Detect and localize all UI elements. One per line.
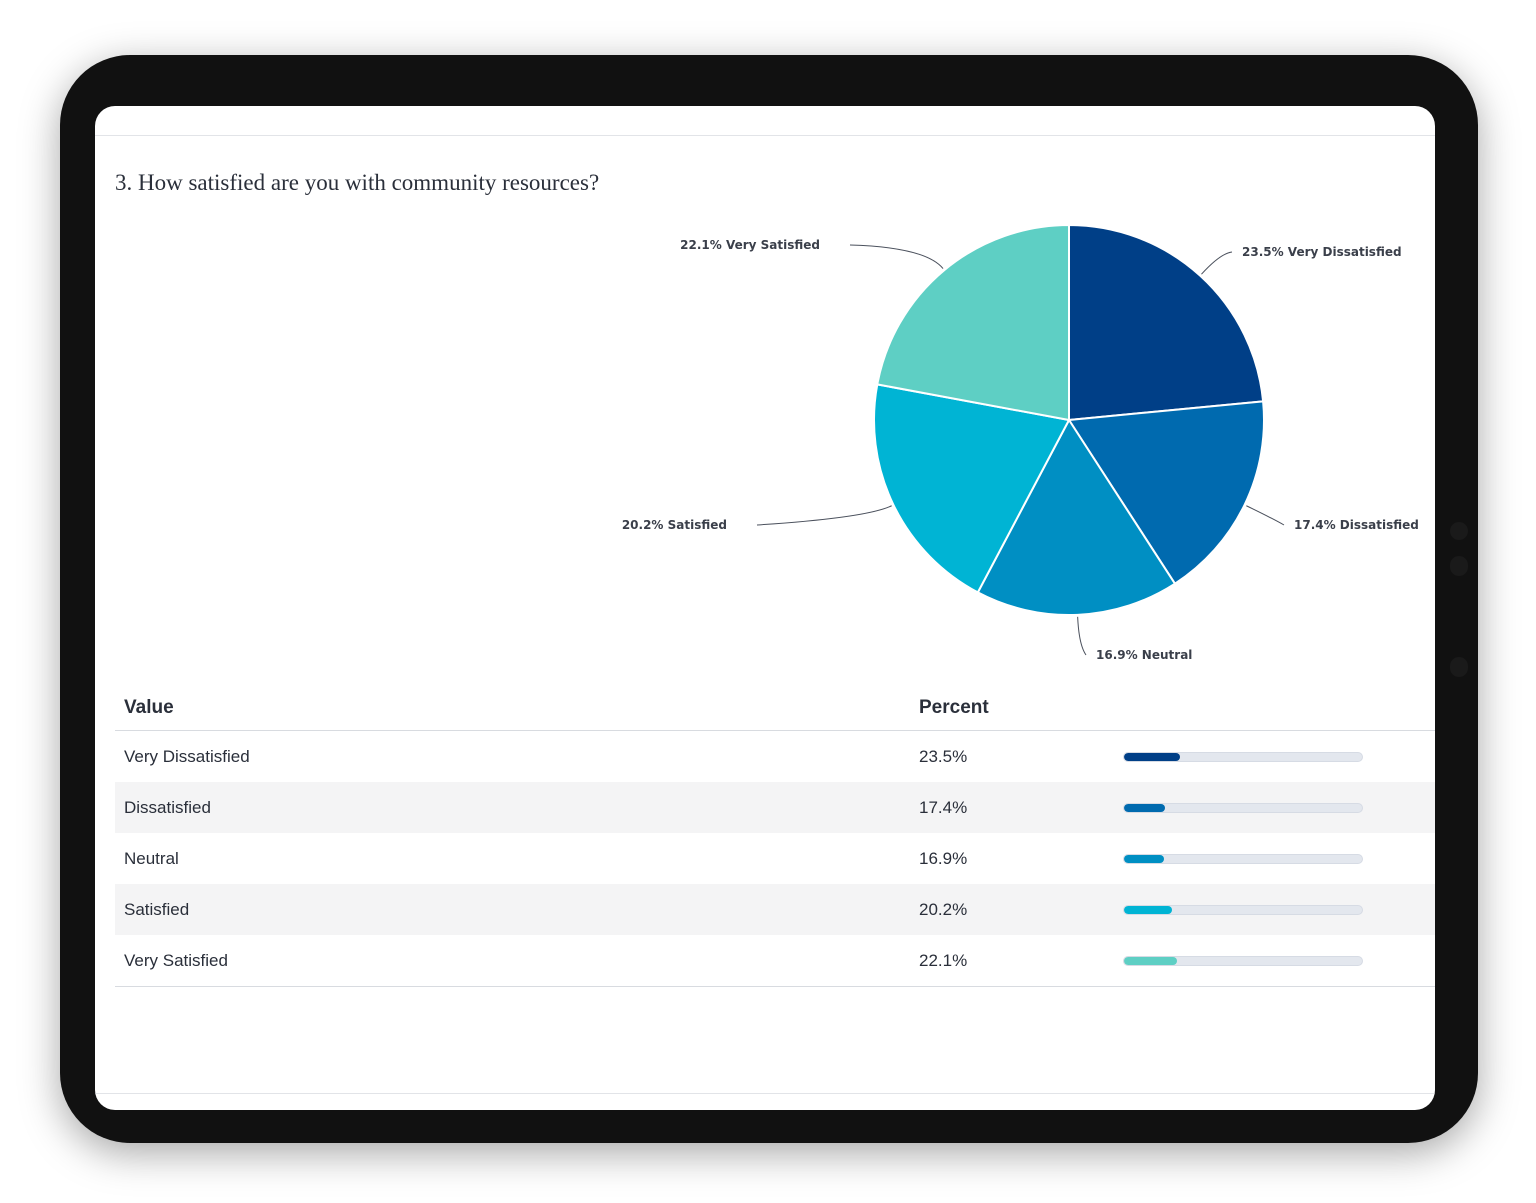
progress-fill: [1124, 956, 1177, 965]
results-table: Value Percent Very Dissatisfied 23.5% Di…: [115, 686, 1435, 987]
row-bar-cell: [1114, 833, 1435, 884]
row-bar-cell: [1114, 782, 1435, 833]
slice-label: 17.4% Dissatisfied: [1294, 518, 1419, 532]
progress-bar: [1123, 853, 1363, 864]
table-row: Very Dissatisfied 23.5%: [115, 731, 1435, 783]
progress-fill: [1124, 854, 1165, 863]
leader-line: [849, 244, 944, 269]
row-bar-cell: [1114, 884, 1435, 935]
divider: [95, 135, 1435, 136]
row-percent: 20.2%: [910, 884, 1114, 935]
row-percent: 22.1%: [910, 935, 1114, 987]
device-button: [1450, 657, 1468, 677]
slice-label: 22.1% Very Satisfied: [680, 238, 820, 252]
pie-slice-very-dissatisfied[interactable]: [1068, 223, 1265, 422]
progress-bar: [1123, 955, 1363, 966]
row-percent: 16.9%: [919, 848, 968, 868]
row-bar-cell: [1114, 731, 1435, 783]
pie-slice-dissatisfied[interactable]: [1067, 400, 1265, 586]
table-row: Very Satisfied 22.1%: [115, 935, 1435, 987]
progress-fill: [1124, 803, 1166, 812]
question-title: 3. How satisfied are you with community …: [115, 170, 600, 195]
progress-bar: [1123, 751, 1363, 762]
pie-slice-neutral[interactable]: [976, 418, 1177, 616]
progress-fill: [1124, 752, 1180, 761]
row-value: Very Dissatisfied: [124, 746, 250, 766]
row-value: Neutral: [124, 848, 179, 868]
row-bar-cell: [1114, 935, 1435, 987]
progress-bar: [1123, 904, 1363, 915]
leader-line: [756, 505, 892, 526]
pie-slice-satisfied[interactable]: [873, 383, 1071, 594]
pie-slice-very-satisfied[interactable]: [876, 223, 1070, 422]
row-percent: 23.5%: [919, 746, 968, 766]
device-button: [1450, 556, 1468, 576]
row-value: Dissatisfied: [115, 782, 910, 833]
progress-bar: [1123, 802, 1363, 813]
header-bar: [1114, 686, 1435, 731]
divider: [95, 1093, 1435, 1094]
slice-label: 16.9% Neutral: [1096, 648, 1192, 662]
screen: 3. How satisfied are you with community …: [95, 106, 1435, 1110]
progress-fill: [1124, 905, 1173, 914]
header-value: Value: [115, 686, 910, 731]
row-value: Satisfied: [115, 884, 910, 935]
header-percent: Percent: [910, 686, 1114, 731]
table-row: Satisfied 20.2%: [115, 884, 1435, 935]
device-button: [1450, 522, 1468, 540]
slice-label: 23.5% Very Dissatisfied: [1242, 245, 1402, 259]
row-percent: 17.4%: [910, 782, 1114, 833]
row-value: Very Satisfied: [115, 935, 910, 987]
leader-line: [1201, 251, 1233, 275]
leader-line: [1246, 505, 1285, 526]
leader-line: [1077, 616, 1087, 656]
table-row: Dissatisfied 17.4%: [115, 782, 1435, 833]
table-row: Neutral 16.9%: [115, 833, 1435, 884]
pie-chart: 23.5% Very Dissatisfied 17.4% Dissatisfie…: [622, 223, 1419, 662]
slice-label: 20.2% Satisfied: [622, 518, 727, 532]
